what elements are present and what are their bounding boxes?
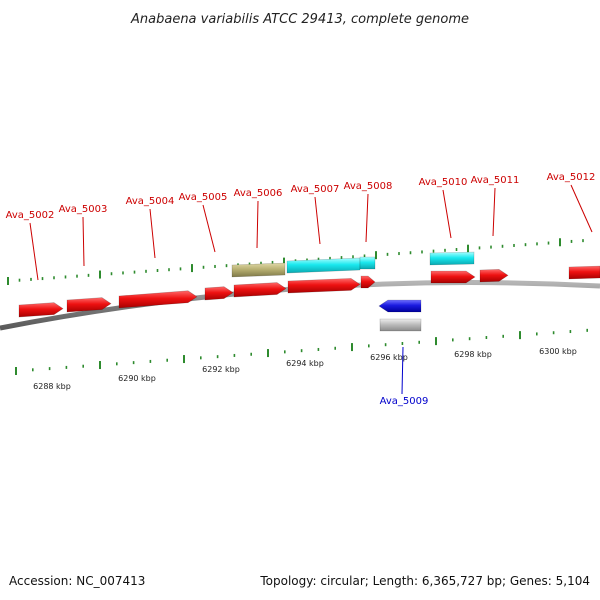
gene-box-ava-5006	[231, 262, 286, 278]
cds-arrow-ava-5008	[360, 275, 376, 289]
leader-line-ava-5007	[314, 196, 321, 245]
leader-line-ava-5010	[442, 189, 452, 239]
leader-line-ava-5012	[570, 184, 593, 233]
cds-arrow-ava-5012	[568, 265, 600, 280]
gene-box-ava-5010	[429, 251, 475, 266]
gene-label-ava-5008[interactable]: Ava_5008	[344, 181, 393, 192]
cds-arrow-ava-5003	[66, 297, 112, 313]
gene-label-ava-5004[interactable]: Ava_5004	[126, 196, 175, 207]
leader-line-ava-5006	[256, 200, 259, 249]
accession-text: Accession: NC_007413	[9, 574, 146, 588]
gene-label-ava-5011[interactable]: Ava_5011	[471, 175, 520, 186]
kbp-label: 6294 kbp	[286, 359, 324, 368]
gene-label-ava-5007[interactable]: Ava_5007	[291, 184, 340, 195]
gene-box-ava-5009	[379, 318, 422, 332]
cds-arrow-ava-5007	[287, 278, 361, 294]
cds-arrow-ava-5011	[479, 269, 509, 283]
leader-line-ava-5008	[365, 193, 369, 243]
cds-arrow-ava-5010	[430, 270, 476, 284]
leader-line-ava-5003	[82, 216, 85, 267]
feature-track	[18, 251, 600, 332]
leader-line-ava-5002	[29, 222, 39, 281]
gene-box-ava-5008	[359, 256, 376, 270]
gene-label-ava-5012[interactable]: Ava_5012	[547, 172, 596, 183]
kbp-labels: 6288 kbp 6290 kbp 6292 kbp 6294 kbp 6296 kbp…	[33, 347, 577, 391]
gene-label-ava-5003[interactable]: Ava_5003	[59, 204, 108, 215]
cds-arrow-ava-5009	[378, 299, 422, 313]
tick-row-lower	[15, 328, 589, 375]
gene-label-ava-5002[interactable]: Ava_5002	[6, 210, 55, 221]
map-title: Anabaena variabilis ATCC 29413, complete…	[130, 12, 469, 27]
gene-box-ava-5007	[286, 257, 361, 274]
genome-summary-text: Topology: circular; Length: 6,365,727 bp…	[260, 574, 590, 588]
kbp-label: 6290 kbp	[118, 374, 156, 383]
kbp-label: 6300 kbp	[539, 347, 577, 356]
cds-arrow-ava-5004	[118, 290, 198, 309]
leader-line-ava-5004	[149, 208, 156, 259]
leader-line-ava-5011	[492, 187, 496, 237]
kbp-label: 6298 kbp	[454, 350, 492, 359]
leader-line-ava-5009	[401, 346, 404, 395]
kbp-label: 6292 kbp	[202, 365, 240, 374]
gene-labels: Ava_5002 Ava_5003 Ava_5004 Ava_5005 Ava_5006…	[6, 172, 596, 407]
gene-label-ava-5009[interactable]: Ava_5009	[380, 396, 429, 407]
cds-arrow-ava-5002	[18, 302, 64, 318]
gene-label-ava-5006[interactable]: Ava_5006	[234, 188, 283, 199]
cds-arrow-ava-5005	[204, 286, 234, 301]
gene-label-ava-5010[interactable]: Ava_5010	[419, 177, 468, 188]
gene-label-ava-5005[interactable]: Ava_5005	[179, 192, 228, 203]
leader-line-ava-5005	[202, 204, 216, 253]
kbp-label: 6288 kbp	[33, 382, 71, 391]
kbp-label: 6296 kbp	[370, 353, 408, 362]
cds-arrow-ava-5006	[233, 282, 287, 298]
